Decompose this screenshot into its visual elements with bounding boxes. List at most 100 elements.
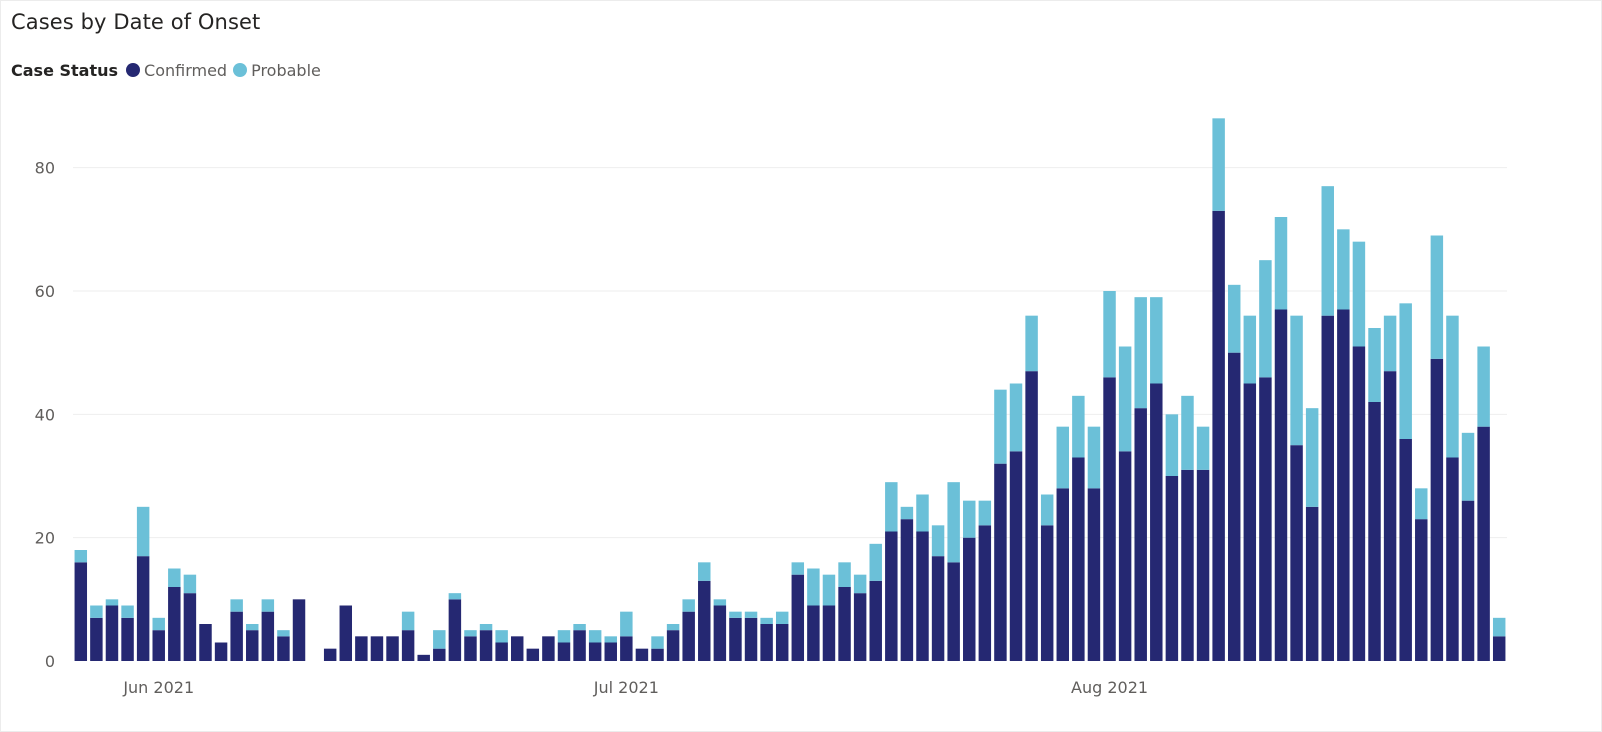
bar-confirmed[interactable] bbox=[1352, 346, 1366, 662]
bar-probable[interactable] bbox=[1227, 284, 1241, 353]
legend-item-probable[interactable]: Probable bbox=[233, 61, 321, 80]
bar-confirmed[interactable] bbox=[1337, 309, 1350, 662]
bar-probable[interactable] bbox=[1492, 617, 1506, 637]
bar-confirmed[interactable] bbox=[90, 617, 103, 661]
bar-confirmed[interactable] bbox=[1461, 500, 1475, 661]
bar-probable[interactable] bbox=[479, 624, 493, 631]
bar-confirmed[interactable] bbox=[1072, 457, 1085, 662]
bar-probable[interactable] bbox=[105, 599, 119, 606]
bar-probable[interactable] bbox=[1321, 186, 1334, 316]
bar-probable[interactable] bbox=[869, 543, 882, 581]
bar-confirmed[interactable] bbox=[713, 605, 727, 662]
bar-probable[interactable] bbox=[1290, 315, 1303, 446]
bar-probable[interactable] bbox=[713, 599, 727, 606]
bar-confirmed[interactable] bbox=[853, 593, 867, 661]
bar-confirmed[interactable] bbox=[1196, 469, 1210, 661]
bar-confirmed[interactable] bbox=[526, 648, 540, 661]
bar-confirmed[interactable] bbox=[557, 642, 571, 662]
bar-confirmed[interactable] bbox=[994, 463, 1007, 661]
bar-probable[interactable] bbox=[916, 494, 929, 532]
bar-probable[interactable] bbox=[666, 624, 680, 631]
bar-confirmed[interactable] bbox=[604, 642, 617, 662]
bar-confirmed[interactable] bbox=[1103, 377, 1116, 661]
bar-confirmed[interactable] bbox=[807, 605, 820, 662]
bar-probable[interactable] bbox=[1446, 315, 1459, 458]
bar-probable[interactable] bbox=[604, 636, 617, 643]
bar-probable[interactable] bbox=[1352, 241, 1366, 347]
bar-probable[interactable] bbox=[1259, 260, 1272, 378]
bar-probable[interactable] bbox=[1103, 291, 1116, 378]
bar-confirmed[interactable] bbox=[1056, 488, 1070, 661]
bar-probable[interactable] bbox=[1368, 328, 1381, 402]
bar-confirmed[interactable] bbox=[417, 654, 430, 661]
bar-confirmed[interactable] bbox=[246, 630, 259, 661]
bar-probable[interactable] bbox=[1243, 315, 1257, 384]
bar-confirmed[interactable] bbox=[744, 617, 758, 661]
bar-confirmed[interactable] bbox=[760, 624, 773, 661]
bar-confirmed[interactable] bbox=[510, 636, 524, 661]
bar-probable[interactable] bbox=[682, 599, 695, 612]
legend-item-confirmed[interactable]: Confirmed bbox=[126, 61, 227, 80]
bar-confirmed[interactable] bbox=[479, 630, 493, 661]
bar-confirmed[interactable] bbox=[448, 599, 462, 661]
bar-confirmed[interactable] bbox=[292, 599, 306, 661]
bar-confirmed[interactable] bbox=[1415, 519, 1428, 661]
bar-probable[interactable] bbox=[931, 525, 945, 557]
bar-confirmed[interactable] bbox=[963, 537, 976, 661]
bar-probable[interactable] bbox=[853, 574, 867, 594]
bar-confirmed[interactable] bbox=[573, 630, 586, 661]
bar-confirmed[interactable] bbox=[152, 630, 165, 661]
bar-probable[interactable] bbox=[963, 500, 976, 538]
bar-confirmed[interactable] bbox=[698, 580, 711, 661]
bar-confirmed[interactable] bbox=[136, 556, 150, 661]
bar-probable[interactable] bbox=[74, 550, 88, 563]
bar-confirmed[interactable] bbox=[1025, 371, 1038, 661]
bar-confirmed[interactable] bbox=[1446, 457, 1459, 662]
bar-confirmed[interactable] bbox=[885, 531, 898, 662]
bar-confirmed[interactable] bbox=[682, 611, 695, 661]
bar-probable[interactable] bbox=[1009, 383, 1023, 452]
bar-probable[interactable] bbox=[1196, 426, 1210, 470]
bar-probable[interactable] bbox=[900, 506, 914, 520]
bar-probable[interactable] bbox=[588, 630, 602, 643]
bar-confirmed[interactable] bbox=[1305, 506, 1319, 661]
bar-probable[interactable] bbox=[822, 574, 836, 606]
bar-confirmed[interactable] bbox=[74, 562, 88, 661]
bar-confirmed[interactable] bbox=[1243, 383, 1257, 662]
bar-probable[interactable] bbox=[136, 506, 150, 557]
bar-probable[interactable] bbox=[1025, 315, 1038, 372]
bar-confirmed[interactable] bbox=[588, 642, 602, 662]
bar-probable[interactable] bbox=[1305, 408, 1319, 507]
bar-probable[interactable] bbox=[168, 568, 181, 588]
bar-confirmed[interactable] bbox=[355, 636, 368, 661]
bar-probable[interactable] bbox=[495, 630, 508, 643]
bar-confirmed[interactable] bbox=[339, 605, 353, 662]
bar-probable[interactable] bbox=[1477, 346, 1490, 427]
bar-confirmed[interactable] bbox=[651, 648, 664, 661]
bar-probable[interactable] bbox=[1212, 118, 1225, 211]
bar-probable[interactable] bbox=[651, 636, 664, 649]
bar-confirmed[interactable] bbox=[869, 580, 882, 661]
bar-probable[interactable] bbox=[729, 611, 742, 618]
bar-confirmed[interactable] bbox=[900, 519, 914, 661]
bar-probable[interactable] bbox=[807, 568, 820, 606]
bar-confirmed[interactable] bbox=[1399, 439, 1412, 661]
bar-probable[interactable] bbox=[1150, 297, 1163, 384]
bar-confirmed[interactable] bbox=[542, 636, 555, 661]
bar-probable[interactable] bbox=[261, 599, 275, 612]
bar-confirmed[interactable] bbox=[1150, 383, 1163, 662]
bar-probable[interactable] bbox=[1118, 346, 1132, 452]
bar-probable[interactable] bbox=[152, 617, 165, 631]
bar-probable[interactable] bbox=[401, 611, 415, 631]
bar-confirmed[interactable] bbox=[1368, 402, 1381, 661]
bar-confirmed[interactable] bbox=[635, 648, 649, 661]
bar-probable[interactable] bbox=[791, 562, 805, 575]
bar-confirmed[interactable] bbox=[433, 648, 446, 661]
bar-probable[interactable] bbox=[448, 593, 462, 600]
bar-confirmed[interactable] bbox=[401, 630, 415, 661]
bar-confirmed[interactable] bbox=[1087, 488, 1101, 661]
bar-confirmed[interactable] bbox=[1212, 210, 1225, 662]
bar-probable[interactable] bbox=[277, 630, 290, 637]
bar-confirmed[interactable] bbox=[277, 636, 290, 661]
bar-probable[interactable] bbox=[1165, 414, 1179, 476]
